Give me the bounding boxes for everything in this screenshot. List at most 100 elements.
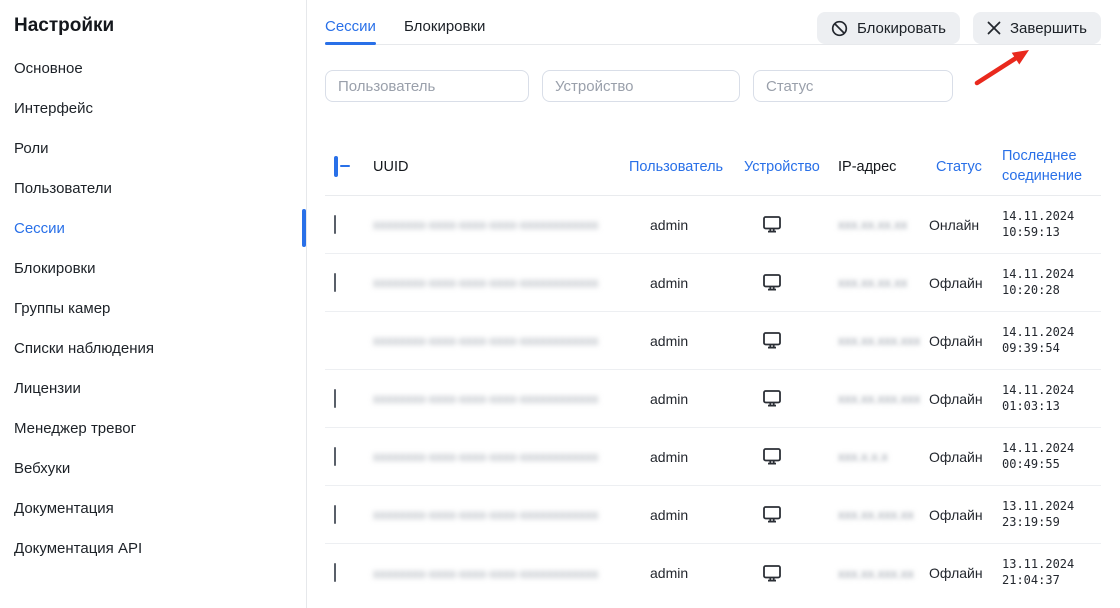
session-uuid-blurred: xxxxxxxx-xxxx-xxxx-xxxx-xxxxxxxxxxxx — [373, 391, 599, 406]
row-checkbox[interactable] — [334, 563, 336, 582]
sidebar-item-label: Интерфейс — [14, 99, 94, 117]
table-body: xxxxxxxx-xxxx-xxxx-xxxx-xxxxxxxxxxxx adm… — [325, 196, 1101, 602]
session-user: admin — [650, 390, 689, 407]
sidebar-item[interactable]: Блокировки — [14, 248, 306, 288]
monitor-icon — [744, 273, 838, 292]
row-checkbox[interactable] — [334, 272, 336, 292]
sidebar-item[interactable]: Лицензии — [14, 368, 306, 408]
tab[interactable]: Блокировки — [404, 18, 485, 44]
sidebar-item[interactable]: Документация — [14, 488, 306, 528]
user-filter-input[interactable] — [325, 70, 529, 102]
row-checkbox[interactable] — [334, 388, 336, 408]
sidebar-item[interactable]: Сессии — [14, 208, 306, 248]
tab[interactable]: Сессии — [325, 18, 376, 45]
table-row: xxxxxxxx-xxxx-xxxx-xxxx-xxxxxxxxxxxx adm… — [325, 196, 1101, 254]
sidebar-item-label: Роли — [14, 139, 49, 157]
table-row: xxxxxxxx-xxxx-xxxx-xxxx-xxxxxxxxxxxx adm… — [325, 254, 1101, 312]
session-user: admin — [650, 448, 689, 465]
monitor-icon — [744, 331, 838, 350]
column-header-device[interactable]: Устройство — [744, 158, 820, 175]
sidebar-item-label: Блокировки — [14, 259, 96, 277]
session-time: 10:20:28 — [1002, 282, 1060, 297]
block-button-label: Блокировать — [856, 19, 946, 37]
close-icon — [987, 21, 1001, 35]
session-uuid-blurred: xxxxxxxx-xxxx-xxxx-xxxx-xxxxxxxxxxxx — [373, 275, 599, 290]
session-status: Офлайн — [929, 332, 983, 349]
session-uuid-blurred: xxxxxxxx-xxxx-xxxx-xxxx-xxxxxxxxxxxx — [373, 333, 599, 348]
session-status: Офлайн — [929, 565, 983, 581]
sidebar-item[interactable]: Списки наблюдения — [14, 328, 306, 368]
column-header-uuid: UUID — [373, 158, 409, 175]
session-date: 13.11.2024 — [1002, 557, 1075, 572]
block-button[interactable]: Блокировать — [816, 12, 960, 44]
table-row: xxxxxxxx-xxxx-xxxx-xxxx-xxxxxxxxxxxx adm… — [325, 428, 1101, 486]
tab-bar: Сессии Блокировки — [325, 18, 1101, 45]
column-header-user[interactable]: Пользователь — [629, 158, 724, 175]
session-uuid-blurred: xxxxxxxx-xxxx-xxxx-xxxx-xxxxxxxxxxxx — [373, 565, 599, 581]
sidebar-item[interactable]: Группы камер — [14, 288, 306, 328]
session-time: 10:59:13 — [1002, 224, 1060, 239]
bulk-actions: Блокировать Завершить — [816, 12, 1101, 44]
session-user: admin — [650, 565, 689, 581]
column-header-status[interactable]: Статус — [936, 158, 982, 175]
sidebar-item-label: Группы камер — [14, 299, 111, 317]
sidebar-item-label: Вебхуки — [14, 459, 71, 477]
row-checkbox[interactable] — [334, 504, 336, 524]
session-status: Офлайн — [929, 274, 983, 291]
monitor-icon — [744, 505, 838, 524]
session-date: 14.11.2024 — [1002, 266, 1075, 281]
sidebar-item[interactable]: Документация API — [14, 528, 306, 568]
session-uuid-blurred: xxxxxxxx-xxxx-xxxx-xxxx-xxxxxxxxxxxx — [373, 217, 599, 232]
table-row: xxxxxxxx-xxxx-xxxx-xxxx-xxxxxxxxxxxx adm… — [325, 370, 1101, 428]
sidebar-item-label: Сессии — [14, 219, 65, 237]
session-uuid-blurred: xxxxxxxx-xxxx-xxxx-xxxx-xxxxxxxxxxxx — [373, 507, 599, 522]
sidebar-item-label: Лицензии — [14, 379, 81, 397]
monitor-icon — [744, 215, 838, 234]
column-header-last-connection[interactable]: Последнее соединение — [1002, 147, 1083, 184]
sidebar-item[interactable]: Менеджер тревог — [14, 408, 306, 448]
sidebar-item[interactable]: Интерфейс — [14, 88, 306, 128]
sidebar-item-label: Документация API — [14, 539, 143, 557]
session-date: 14.11.2024 — [1002, 440, 1075, 455]
monitor-icon — [744, 389, 838, 408]
status-filter-input[interactable] — [753, 70, 953, 102]
sidebar-item[interactable]: Пользователи — [14, 168, 306, 208]
sessions-panel: Сессии Блокировки Блокировать — [308, 0, 1120, 608]
sidebar-item-label: Документация — [14, 499, 114, 517]
session-user: admin — [650, 216, 689, 233]
session-last-connection: 14.11.2024 09:39:54 — [1002, 325, 1101, 356]
session-ip-blurred: xxx.xx.xxx.xx — [838, 507, 914, 522]
sidebar-item-label: Списки наблюдения — [14, 339, 155, 357]
session-user: admin — [650, 332, 689, 349]
terminate-button[interactable]: Завершить — [973, 12, 1101, 44]
sidebar-item[interactable]: Роли — [14, 128, 306, 168]
sessions-table: UUID Пользователь Устройство IP-адрес Ст… — [325, 138, 1101, 602]
session-last-connection: 14.11.2024 00:49:55 — [1002, 441, 1101, 472]
session-last-connection: 14.11.2024 10:20:28 — [1002, 267, 1101, 298]
session-time: 23:19:59 — [1002, 514, 1060, 529]
row-checkbox[interactable] — [334, 446, 336, 466]
session-date: 13.11.2024 — [1002, 498, 1075, 513]
select-all-checkbox[interactable] — [334, 155, 338, 177]
sidebar-item-label: Основное — [14, 59, 83, 77]
sidebar-item-label: Менеджер тревог — [14, 419, 137, 437]
column-header-ip: IP-адрес — [838, 158, 897, 175]
device-filter-input[interactable] — [542, 70, 740, 102]
session-uuid-blurred: xxxxxxxx-xxxx-xxxx-xxxx-xxxxxxxxxxxx — [373, 449, 599, 464]
session-date: 14.11.2024 — [1002, 208, 1075, 223]
tab-label: Сессии — [325, 18, 376, 35]
session-last-connection: 14.11.2024 01:03:13 — [1002, 383, 1101, 414]
table-row: xxxxxxxx-xxxx-xxxx-xxxx-xxxxxxxxxxxx adm… — [325, 544, 1101, 602]
session-time: 21:04:37 — [1002, 573, 1060, 587]
session-status: Офлайн — [929, 390, 983, 407]
session-user: admin — [650, 506, 689, 523]
sidebar-items: Основное Интерфейс Роли Пользователи Сес… — [14, 48, 306, 568]
session-status: Офлайн — [929, 448, 983, 465]
row-checkbox[interactable] — [334, 214, 336, 234]
sidebar-item[interactable]: Основное — [14, 48, 306, 88]
session-last-connection: 13.11.2024 21:04:37 — [1002, 557, 1101, 588]
monitor-icon — [744, 447, 838, 466]
table-row: xxxxxxxx-xxxx-xxxx-xxxx-xxxxxxxxxxxx adm… — [325, 312, 1101, 370]
sidebar-item[interactable]: Вебхуки — [14, 448, 306, 488]
